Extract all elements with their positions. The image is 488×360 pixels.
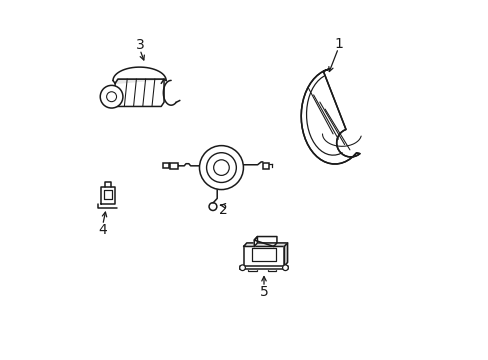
Circle shape [100, 85, 122, 108]
Polygon shape [284, 243, 287, 266]
FancyBboxPatch shape [267, 267, 276, 271]
Polygon shape [254, 237, 257, 247]
FancyBboxPatch shape [163, 163, 169, 168]
Text: 4: 4 [98, 222, 107, 237]
Circle shape [213, 160, 229, 175]
FancyBboxPatch shape [263, 163, 269, 169]
Polygon shape [101, 188, 115, 204]
Circle shape [239, 265, 245, 271]
Polygon shape [240, 266, 287, 270]
FancyBboxPatch shape [247, 267, 256, 271]
Polygon shape [243, 243, 287, 247]
Text: 2: 2 [219, 203, 227, 217]
Text: 1: 1 [333, 36, 342, 50]
Circle shape [199, 145, 243, 190]
Text: 5: 5 [259, 285, 268, 299]
Polygon shape [115, 79, 163, 84]
Polygon shape [115, 79, 163, 107]
Polygon shape [243, 247, 284, 266]
Text: 3: 3 [135, 38, 144, 52]
Circle shape [206, 153, 236, 183]
Circle shape [282, 265, 288, 271]
FancyBboxPatch shape [170, 163, 178, 169]
Polygon shape [301, 69, 359, 164]
